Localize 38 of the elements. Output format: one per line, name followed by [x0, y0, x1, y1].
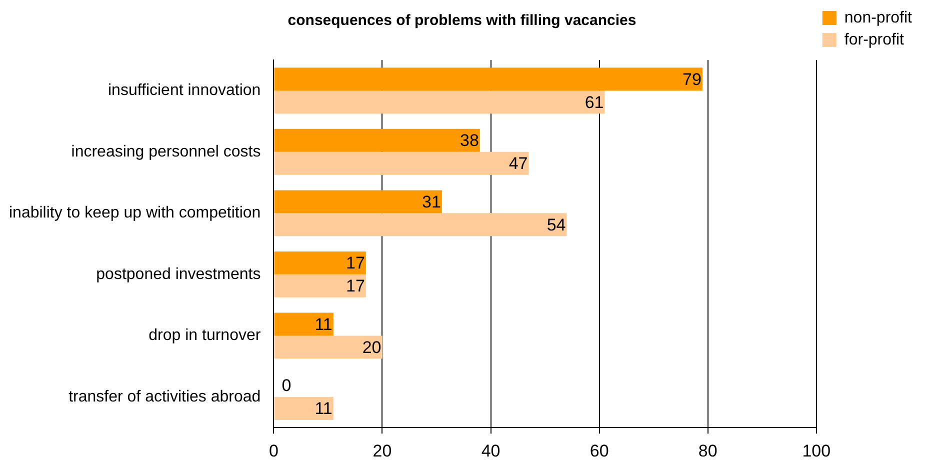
bar — [274, 213, 567, 236]
data-label: 11 — [314, 314, 332, 334]
x-tick-label: 60 — [590, 441, 609, 460]
bar — [274, 312, 334, 336]
y-tick-label: transfer of activities abroad — [68, 388, 261, 406]
x-tick-label: 40 — [481, 441, 500, 460]
data-label: 20 — [362, 338, 382, 357]
legend-label: for-profit — [844, 31, 905, 48]
data-label: 0 — [282, 376, 292, 396]
x-tick-label: 80 — [698, 441, 718, 460]
data-label: 47 — [508, 154, 528, 174]
y-tick-label: drop in turnover — [148, 327, 262, 344]
data-label: 61 — [584, 92, 604, 112]
data-label: 17 — [346, 276, 365, 296]
x-tick-label: 20 — [372, 441, 392, 460]
data-label: 54 — [546, 215, 566, 234]
data-label: 17 — [346, 254, 365, 273]
y-tick-label: insufficient innovation — [108, 82, 261, 100]
data-label: 11 — [314, 399, 332, 418]
bar — [274, 251, 366, 274]
bar — [274, 274, 366, 298]
x-tick-label: 100 — [802, 441, 831, 460]
data-label: 79 — [682, 70, 702, 89]
y-tick-label: postponed investments — [96, 266, 261, 283]
y-tick-label: increasing personnel costs — [71, 143, 261, 160]
bar — [274, 68, 702, 91]
bar — [274, 190, 442, 214]
bar — [274, 336, 382, 359]
bar — [274, 396, 334, 420]
legend-label: non-profit — [844, 9, 913, 26]
data-label: 38 — [460, 131, 479, 150]
data-label: 31 — [422, 192, 441, 212]
chart-title: consequences of problems with filling vacancies — [288, 12, 636, 30]
x-tick-label: 0 — [268, 441, 278, 460]
bar — [274, 90, 605, 114]
bar — [274, 128, 480, 152]
y-tick-label: inability to keep up with competition — [8, 204, 261, 222]
bar — [274, 152, 529, 175]
